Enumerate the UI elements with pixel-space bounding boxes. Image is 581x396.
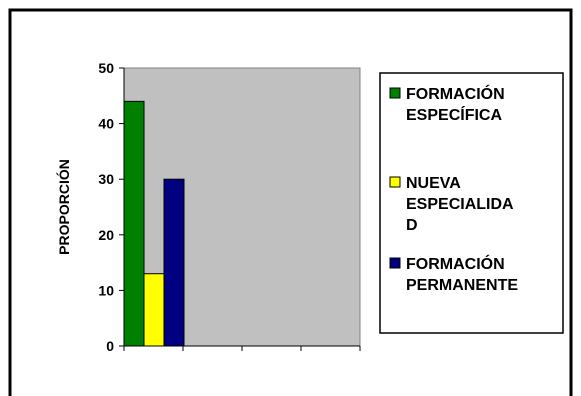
- legend-label-1: ESPECÍFICA: [406, 105, 502, 124]
- legend-label-1: FORMACIÓN: [406, 84, 505, 103]
- chart-frame: [8, 8, 573, 396]
- bar-2: [143, 273, 165, 347]
- legend-swatch-1: [389, 87, 401, 99]
- legend-box: [379, 72, 564, 334]
- legend: FORMACIÓN ESPECÍFICA NUEVA ESPECIALIDA D FORM…: [389, 84, 518, 294]
- legend-swatch-2: [389, 176, 401, 188]
- y-tick-label: 10: [98, 282, 114, 298]
- y-tick-label: 20: [98, 227, 114, 243]
- legend-label-3: PERMANENTE: [406, 277, 518, 294]
- y-tick-label: 30: [98, 171, 114, 187]
- axes-group: 0 10 20 30 40 50: [98, 60, 361, 354]
- legend-label-2: NUEVA: [406, 175, 461, 192]
- legend-label-2: ESPECIALIDA: [406, 196, 514, 213]
- y-tick-label: 0: [106, 338, 114, 354]
- legend-swatch-3: [389, 257, 401, 269]
- legend-label-2: D: [406, 217, 418, 234]
- legend-label-3: FORMACIÓN: [406, 254, 505, 273]
- y-axis-label: PROPORCIÓN: [55, 159, 72, 255]
- y-tick-label: 50: [98, 60, 114, 76]
- bar-3: [163, 178, 185, 347]
- y-tick-label: 40: [98, 116, 114, 132]
- bar-1: [123, 100, 145, 347]
